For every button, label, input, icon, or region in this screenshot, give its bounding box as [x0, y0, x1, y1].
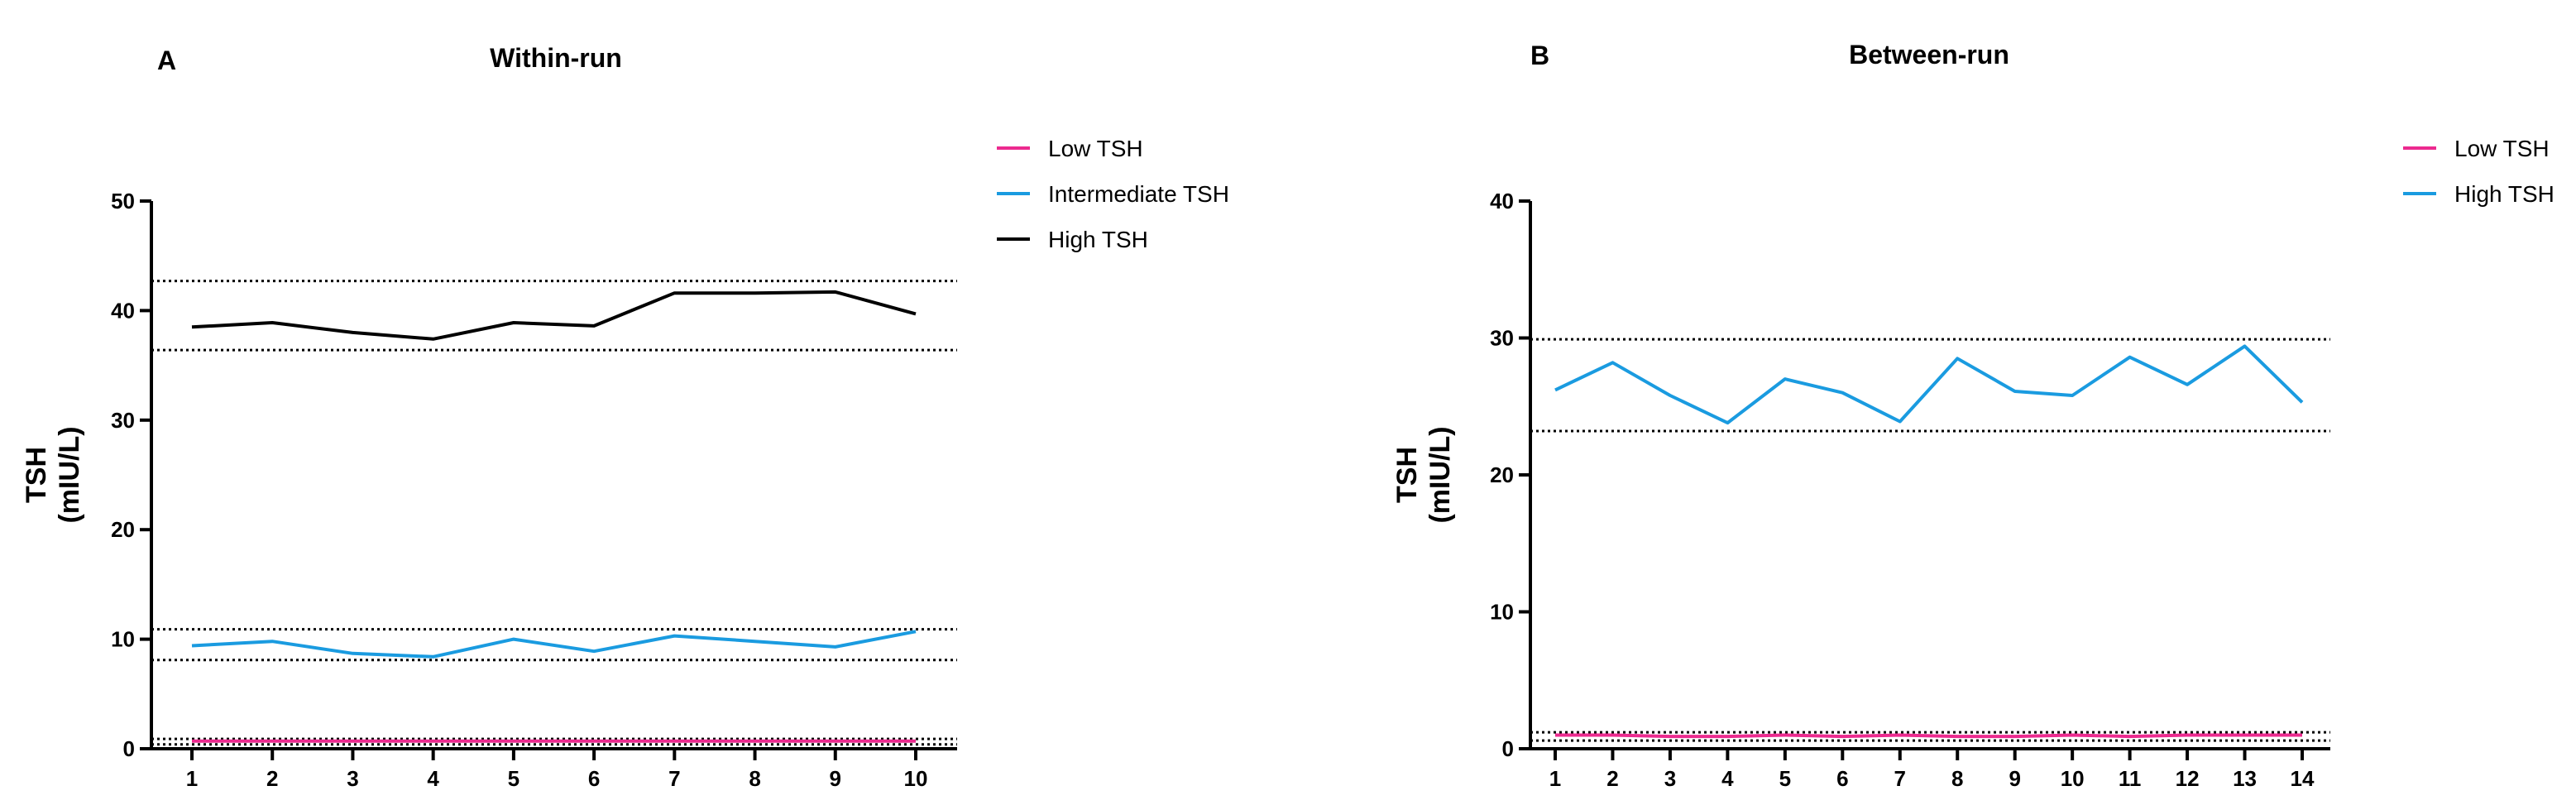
- y-tick-label: 40: [111, 298, 135, 323]
- y-tick-label: 40: [1490, 189, 1514, 213]
- y-tick-label: 20: [1490, 462, 1514, 487]
- y-axis-title: TSH(mIU/L): [1391, 426, 1456, 523]
- legend-label: Intermediate TSH: [1048, 181, 1229, 207]
- y-axis-title: TSH(mIU/L): [21, 426, 85, 523]
- legend-label: High TSH: [2454, 181, 2554, 207]
- y-tick-label: 30: [1490, 326, 1514, 351]
- legend: Low TSH Intermediate TSH High TSH: [997, 136, 1229, 252]
- x-tick-label: 1: [186, 766, 198, 791]
- x-tick-label: 10: [904, 766, 928, 791]
- x-tick-label: 10: [2061, 766, 2085, 791]
- x-tick-label: 8: [749, 766, 760, 791]
- x-tick-label: 1: [1549, 766, 1561, 791]
- x-tick-label: 7: [1894, 766, 1906, 791]
- legend-label: Low TSH: [2454, 136, 2550, 161]
- series-line-low-tsh: [1555, 733, 2302, 739]
- x-tick-label: 4: [1721, 766, 1734, 791]
- x-tick-label: 5: [1779, 766, 1791, 791]
- chart-title: Between-run: [1849, 40, 2009, 69]
- x-tick-label: 13: [2233, 766, 2257, 791]
- x-tick-label: 2: [1606, 766, 1618, 791]
- legend: Low TSH High TSH: [2403, 136, 2554, 207]
- x-tick-label: 11: [2119, 766, 2142, 791]
- y-tick-label: 0: [123, 736, 135, 761]
- panel-label: A: [157, 46, 176, 75]
- legend-label: High TSH: [1048, 227, 1148, 252]
- x-tick-label: 6: [1836, 766, 1848, 791]
- y-tick-label: 20: [111, 517, 135, 542]
- panel-label: B: [1530, 41, 1549, 70]
- series-line-high-tsh: [191, 290, 917, 341]
- x-tick-label: 6: [588, 766, 600, 791]
- x-tick-label: 2: [266, 766, 278, 791]
- chart-title: Within-run: [490, 43, 622, 73]
- x-tick-label: 14: [2291, 766, 2315, 791]
- series-line-intermediate-tsh: [191, 630, 917, 659]
- series-line-high-tsh: [1554, 344, 2304, 425]
- x-tick-label: 4: [427, 766, 439, 791]
- y-tick-label: 50: [111, 189, 135, 213]
- x-tick-label: 3: [347, 766, 358, 791]
- y-tick-label: 10: [111, 627, 135, 652]
- x-tick-label: 7: [668, 766, 680, 791]
- x-tick-label: 8: [1951, 766, 1963, 791]
- x-tick-label: 12: [2176, 766, 2200, 791]
- y-tick-label: 10: [1490, 600, 1514, 625]
- y-tick-label: 0: [1502, 736, 1514, 761]
- x-tick-label: 9: [2009, 766, 2020, 791]
- legend-label: Low TSH: [1048, 136, 1143, 161]
- x-tick-label: 5: [508, 766, 520, 791]
- x-tick-label: 3: [1664, 766, 1676, 791]
- y-tick-label: 30: [111, 408, 135, 433]
- chart-panel-a: A Within-run TSH(mIU/L) 0 10 20 30 40 50 1 2 3 4 5 6 7 8…: [21, 43, 1229, 791]
- x-tick-label: 9: [830, 766, 841, 791]
